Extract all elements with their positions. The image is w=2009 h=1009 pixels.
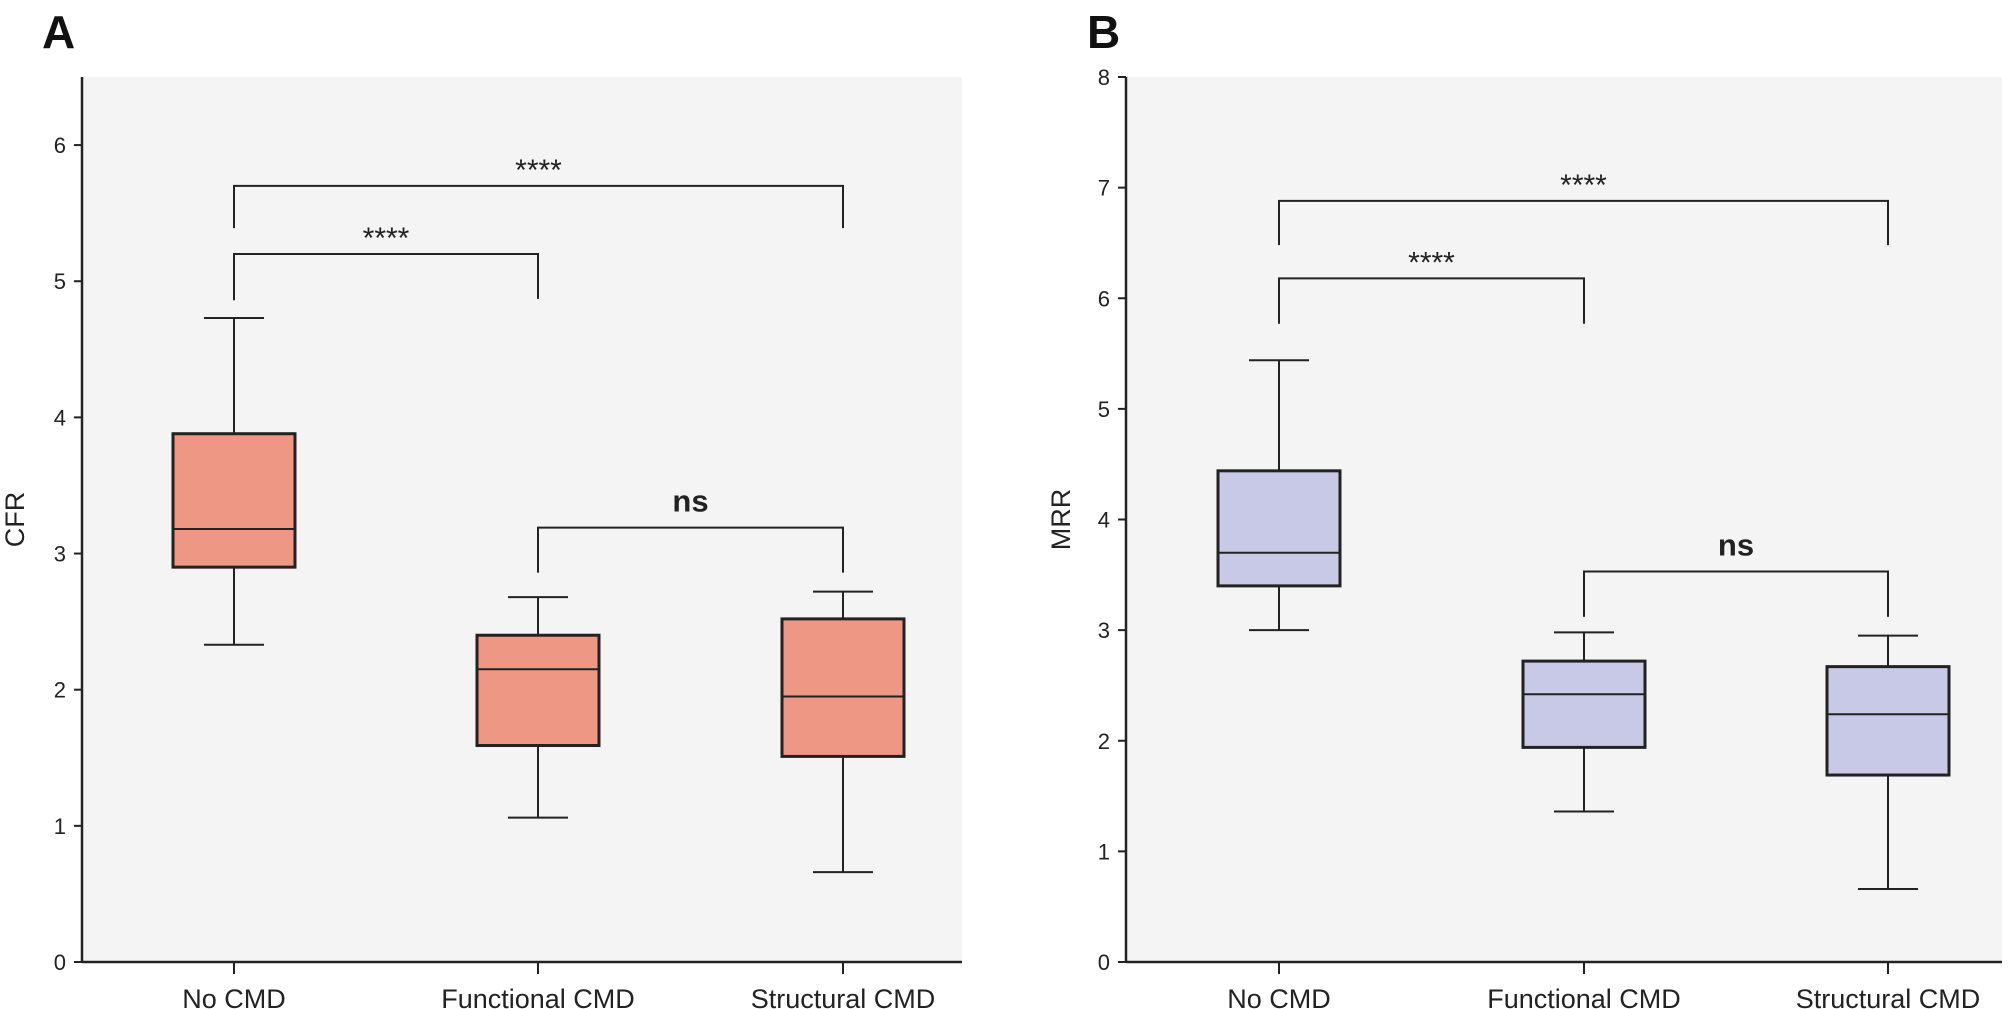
x-category-label: Structural CMD <box>1796 984 1981 1009</box>
y-tick-label: 1 <box>1098 839 1110 864</box>
y-axis-title: CFR <box>0 492 30 548</box>
significance-label: **** <box>515 154 562 187</box>
panel-b-letter: B <box>1087 6 1120 58</box>
iqr-box <box>171 432 297 569</box>
iqr-box <box>1216 469 1342 588</box>
box-no-cmd <box>1216 359 1342 632</box>
significance-label: ns <box>672 484 708 519</box>
y-tick-label: 8 <box>1098 65 1110 90</box>
iqr-box <box>1521 659 1647 749</box>
x-category-label: Functional CMD <box>441 984 635 1009</box>
y-tick-label: 5 <box>1098 397 1110 422</box>
y-tick-label: 2 <box>1098 729 1110 754</box>
significance-bracket <box>1278 199 1889 246</box>
panel-a-chart: A 0 1 2 3 4 5 6 CFR No CMD Functional CMD Structur… <box>0 6 962 1009</box>
y-tick-label: 6 <box>54 133 66 158</box>
box-structural-cmd <box>780 590 906 874</box>
x-category-label: Structural CMD <box>751 984 936 1009</box>
iqr-box <box>780 617 906 758</box>
box-functional-cmd <box>1521 631 1647 813</box>
significance-label: **** <box>1560 169 1607 202</box>
y-tick-label: 0 <box>1098 950 1110 975</box>
significance-label: **** <box>363 222 410 255</box>
y-tick-label: 4 <box>54 405 66 430</box>
x-category-label: Functional CMD <box>1487 984 1681 1009</box>
box-structural-cmd <box>1825 634 1951 890</box>
significance-label: **** <box>1408 246 1455 279</box>
y-tick-label: 3 <box>1098 618 1110 643</box>
x-category-label: No CMD <box>1227 984 1331 1009</box>
panel-b-chart: B 0 1 2 3 4 5 6 7 8 MRR No CMD Functional CMD Struct… <box>1046 6 2002 1009</box>
significance-bracket <box>233 253 539 301</box>
significance-bracket <box>537 526 844 573</box>
panel-a-letter: A <box>42 6 75 58</box>
y-tick-label: 7 <box>1098 176 1110 201</box>
y-tick-label: 5 <box>54 269 66 294</box>
x-category-label: No CMD <box>182 984 286 1009</box>
significance-bracket <box>1278 277 1585 324</box>
significance-label: ns <box>1718 527 1754 562</box>
box-no-cmd <box>171 316 297 646</box>
y-axis-title: MRR <box>1046 489 1076 551</box>
significance-bracket <box>1583 570 1889 617</box>
iqr-box <box>475 633 601 748</box>
y-tick-label: 6 <box>1098 286 1110 311</box>
y-tick-label: 4 <box>1098 508 1110 533</box>
y-tick-label: 0 <box>54 950 66 975</box>
y-tick-label: 3 <box>54 542 66 567</box>
y-tick-label: 2 <box>54 678 66 703</box>
box-functional-cmd <box>475 596 601 819</box>
iqr-box <box>1825 665 1951 777</box>
significance-bracket <box>233 184 844 229</box>
y-tick-label: 1 <box>54 814 66 839</box>
